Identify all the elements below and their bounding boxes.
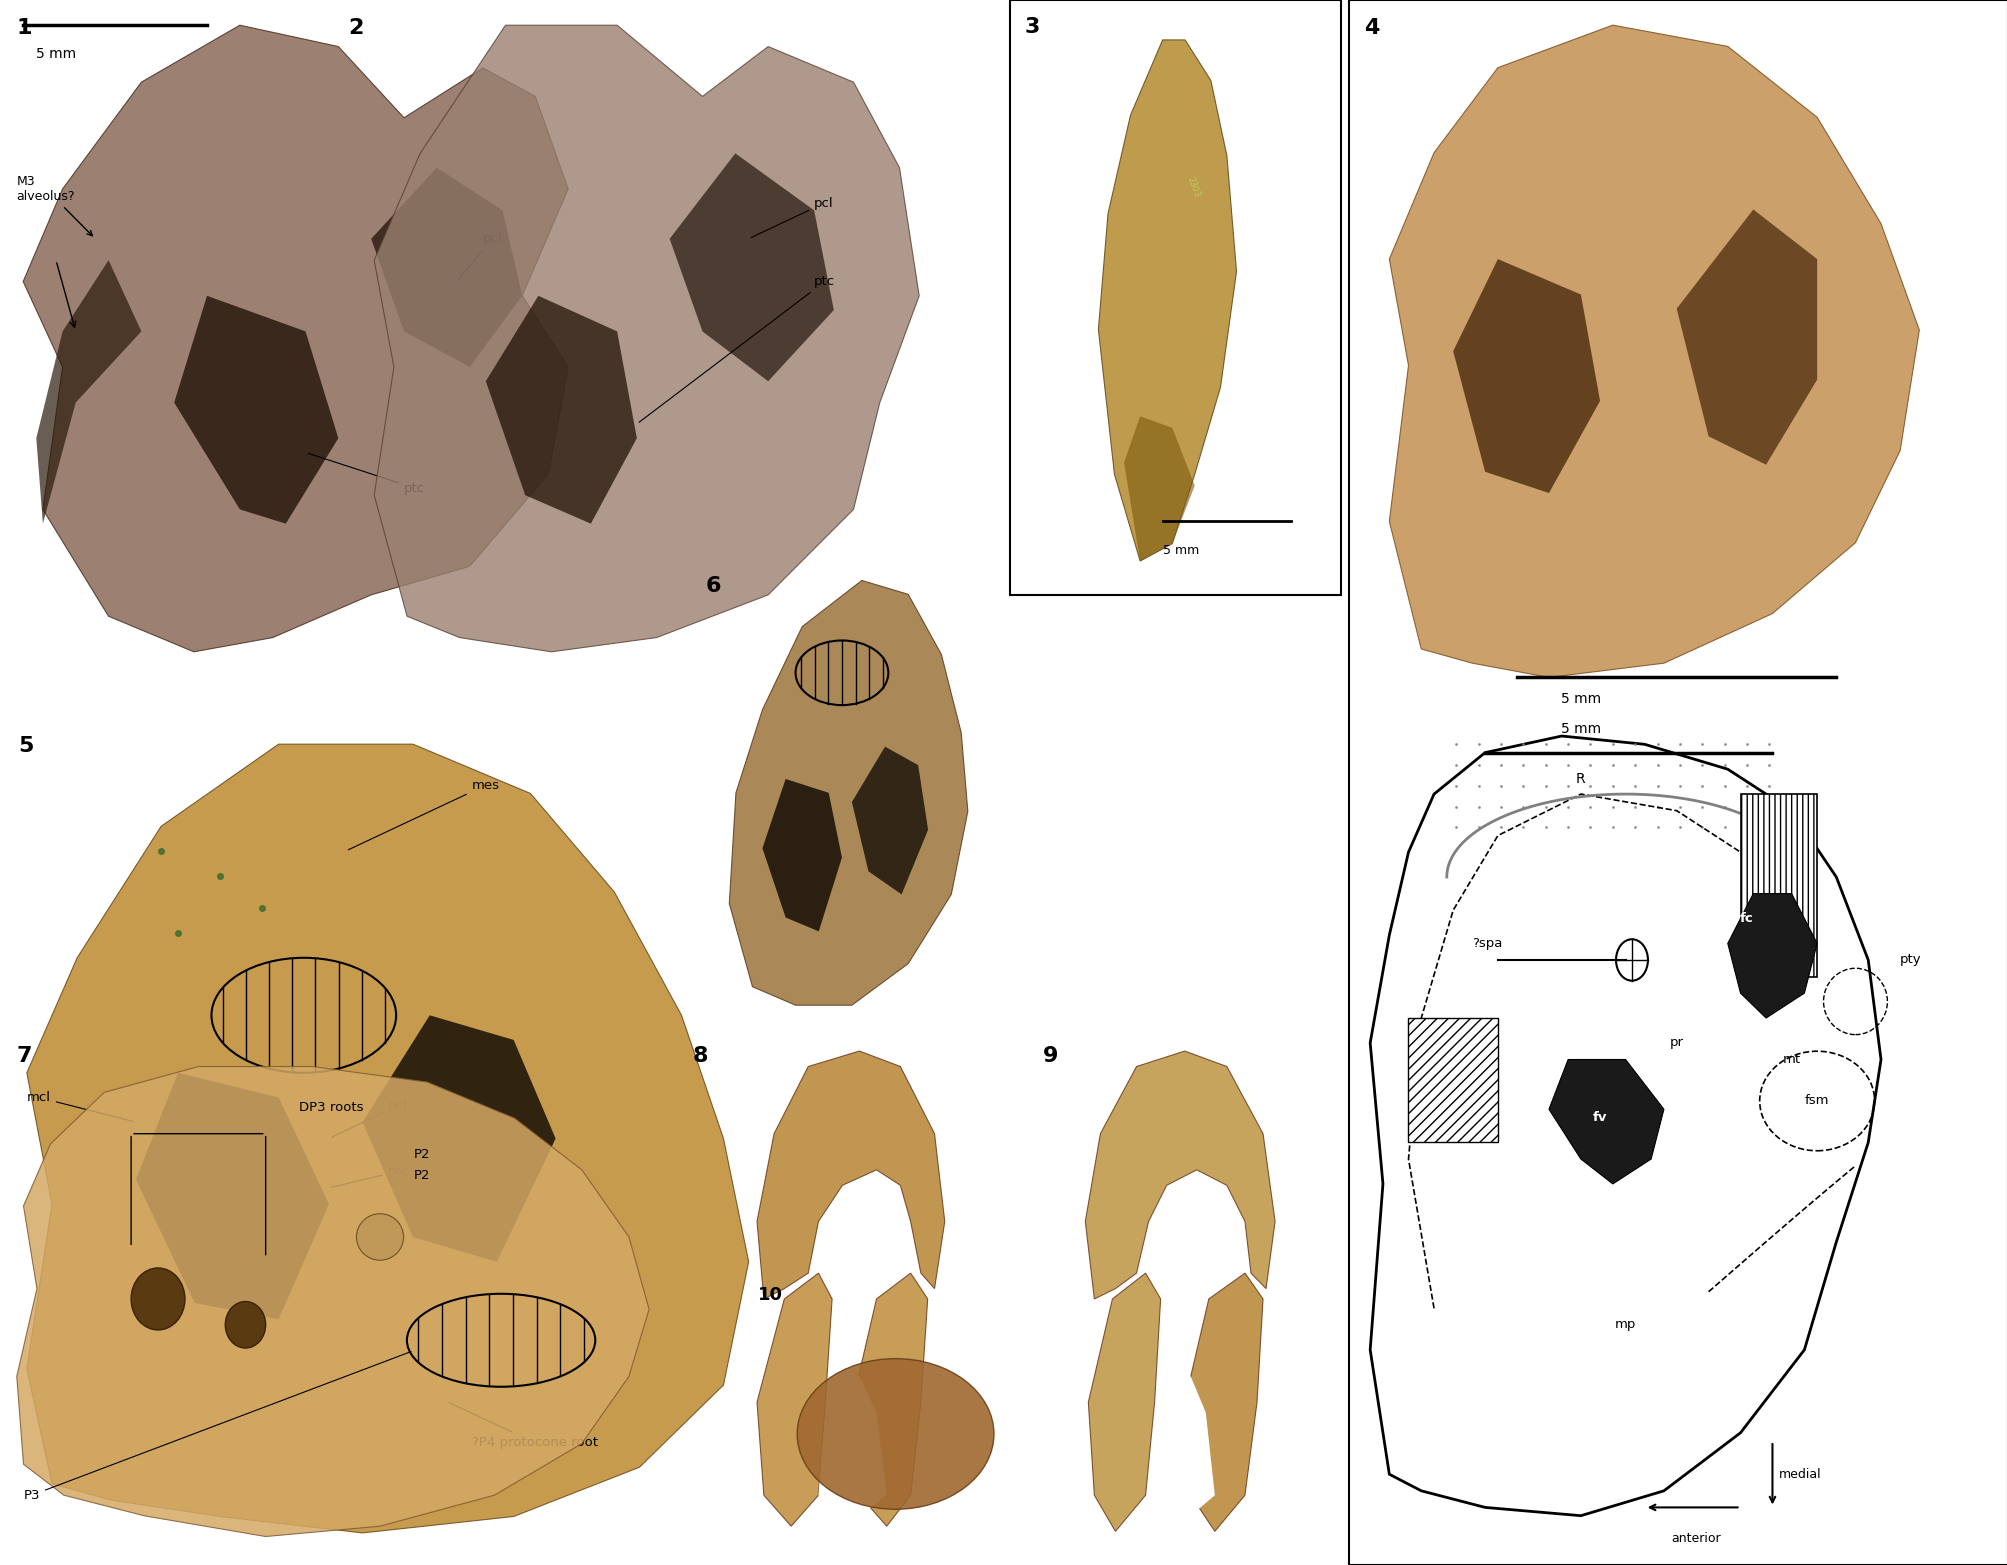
Text: ?spa: ?spa [1471,937,1501,950]
Text: ptc: ptc [307,454,425,495]
Text: P3: P3 [24,1352,411,1502]
Bar [1010,0,1341,595]
Text: anterior: anterior [1670,1532,1720,1545]
Text: 1: 1 [16,19,32,38]
Ellipse shape [225,1302,265,1347]
Polygon shape [763,779,841,931]
Text: 5 mm: 5 mm [1559,692,1600,706]
Polygon shape [819,1377,887,1516]
Polygon shape [1676,210,1816,465]
Polygon shape [363,1016,556,1261]
Text: 2303: 2303 [1184,175,1200,199]
Polygon shape [373,25,919,651]
Polygon shape [1098,39,1236,562]
Text: DP3 roots: DP3 roots [299,1102,363,1114]
Text: fc: fc [1740,912,1752,925]
Text: 5 mm: 5 mm [36,47,76,61]
Text: 9: 9 [1044,1045,1058,1066]
Polygon shape [1086,1052,1274,1299]
Polygon shape [136,1074,329,1319]
Polygon shape [1154,1377,1214,1516]
Text: M3
alveolus?: M3 alveolus? [16,175,92,236]
Polygon shape [757,1052,945,1299]
Text: pcl: pcl [458,232,502,280]
Polygon shape [371,167,522,366]
Text: pr: pr [1670,1036,1682,1050]
Text: ptc: ptc [331,1164,409,1188]
Ellipse shape [797,1358,993,1509]
Text: 6: 6 [706,576,721,596]
Text: ptc: ptc [638,275,835,423]
Text: pcl: pcl [751,197,833,238]
Text: 5 mm: 5 mm [1162,543,1198,557]
Text: 5: 5 [18,736,34,756]
Polygon shape [1389,25,1919,678]
Text: 2: 2 [347,19,363,38]
Polygon shape [670,153,833,382]
Text: fsm: fsm [1804,1094,1828,1108]
Text: P2: P2 [413,1169,429,1182]
Polygon shape [1740,793,1816,977]
Text: 4: 4 [1363,19,1379,38]
Text: ?P4 protocone root: ?P4 protocone root [450,1402,598,1449]
Text: 3: 3 [1024,17,1040,36]
Polygon shape [729,581,967,1005]
Polygon shape [851,747,927,895]
Polygon shape [16,1067,648,1537]
Polygon shape [1184,1274,1262,1531]
Polygon shape [26,743,749,1534]
Text: medial: medial [1778,1468,1820,1480]
Text: 7: 7 [16,1045,32,1066]
Polygon shape [36,260,140,524]
Polygon shape [1726,894,1816,1017]
Polygon shape [175,296,339,524]
Polygon shape [1088,1274,1160,1531]
Text: pty: pty [1899,953,1921,967]
Polygon shape [1407,1017,1497,1142]
Polygon shape [486,296,636,524]
Text: mcl: mcl [26,1091,132,1122]
Text: 8: 8 [692,1045,706,1066]
Polygon shape [24,25,568,651]
Polygon shape [1453,260,1600,493]
Polygon shape [853,1274,927,1526]
Text: pcl: pcl [331,1099,407,1138]
Text: fv: fv [1592,1111,1606,1124]
Text: mp: mp [1614,1318,1636,1332]
Text: mes: mes [347,779,500,850]
Polygon shape [1547,1060,1664,1183]
Polygon shape [1124,416,1194,562]
Polygon shape [757,1274,831,1526]
Text: R: R [1575,772,1586,786]
Ellipse shape [357,1214,403,1260]
Text: P2: P2 [381,1147,429,1235]
Text: 5 mm: 5 mm [1559,721,1600,736]
Ellipse shape [130,1268,185,1330]
Bar [1349,0,2007,1565]
Text: 10: 10 [757,1286,783,1304]
Text: mt: mt [1782,1053,1800,1066]
